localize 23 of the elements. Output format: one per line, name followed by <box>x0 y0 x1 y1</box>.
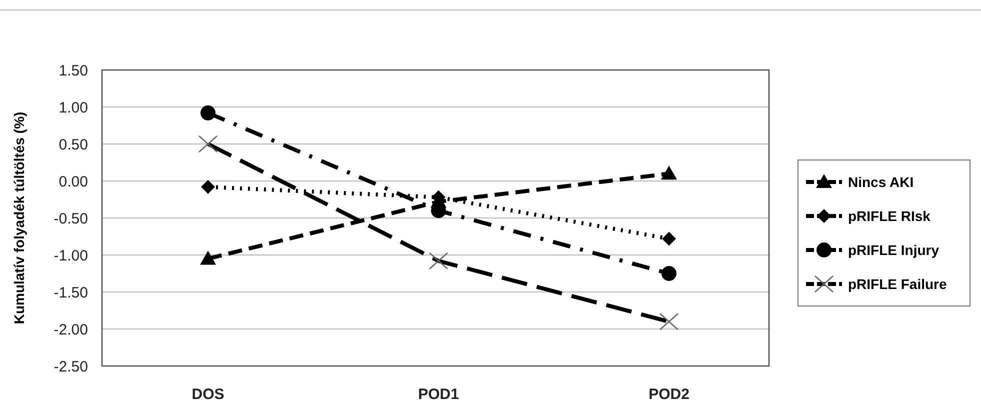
y-tick-label: -1.50 <box>54 284 88 302</box>
y-tick-label: -2.00 <box>54 321 88 338</box>
y-tick-label: 0.50 <box>58 136 88 154</box>
y-tick-label: 0.00 <box>58 173 88 190</box>
point <box>200 105 216 120</box>
x-tick-label: DOS <box>192 386 224 403</box>
legend-label: pRIFLE Failure <box>848 276 947 292</box>
legend-label: pRIFLE RIsk <box>848 208 931 224</box>
x-tick-label: POD2 <box>648 386 690 403</box>
point <box>662 266 676 281</box>
y-tick-label: 1.00 <box>58 99 88 116</box>
point <box>662 232 676 246</box>
x-tick-label: POD1 <box>418 386 459 403</box>
y-tick-label: -2.50 <box>54 358 88 376</box>
y-axis-title: Kumulatív folyadék túltöltés (%) <box>11 112 27 324</box>
legend-label: pRIFLE Injury <box>848 242 940 258</box>
point <box>661 166 677 180</box>
point <box>201 180 215 194</box>
point <box>200 250 216 265</box>
y-tick-label: -1.00 <box>54 247 88 264</box>
y-tick-label: -0.50 <box>54 210 88 228</box>
y-tick-label: 1.50 <box>58 62 88 80</box>
legend-label: Nincs AKI <box>848 174 914 190</box>
